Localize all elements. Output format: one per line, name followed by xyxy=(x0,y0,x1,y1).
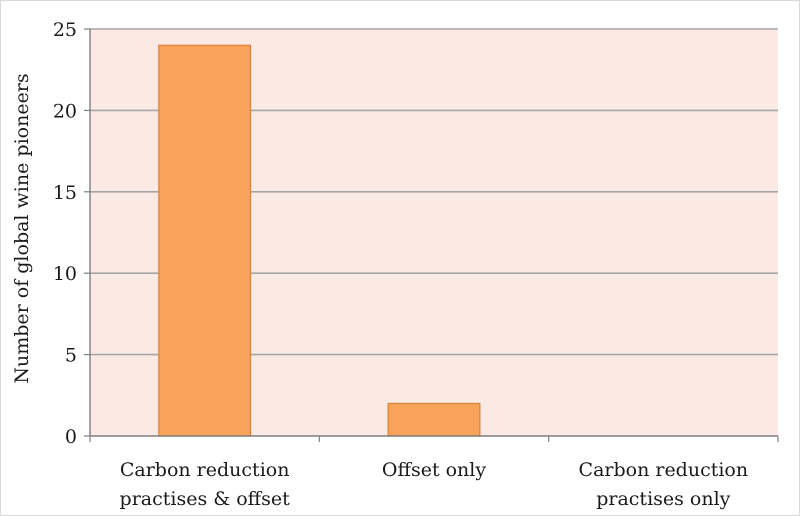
x-category-label: Carbon reduction practises & offset xyxy=(120,459,291,510)
x-category-label: Carbon reduction practises only xyxy=(579,459,749,510)
axes xyxy=(89,29,779,442)
bar xyxy=(387,402,481,437)
y-tick-label: 20 xyxy=(53,100,77,122)
y-tick-label: 5 xyxy=(65,345,77,367)
y-tick-label: 0 xyxy=(65,426,77,448)
y-tick-label: 10 xyxy=(53,263,77,285)
y-tick-label: 15 xyxy=(53,182,77,204)
x-category-label: Offset only xyxy=(382,459,486,481)
bar xyxy=(158,44,252,437)
y-tick-label: 25 xyxy=(53,19,77,41)
y-tick-labels: 0 5 10 15 20 25 xyxy=(53,19,77,448)
bars xyxy=(158,44,481,437)
y-axis-title: Number of global wine pioneers xyxy=(11,73,33,383)
x-category-labels: Carbon reduction practises & offset Offset… xyxy=(120,459,749,510)
